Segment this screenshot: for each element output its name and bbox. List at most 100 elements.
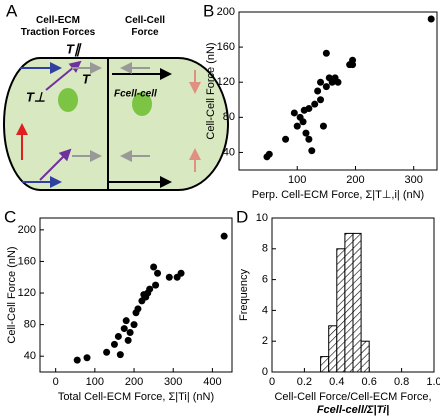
panel-label: C: [4, 207, 16, 226]
panel-a: A Cell-ECM Traction Forces Cell-Cell Force…: [3, 1, 229, 191]
y-tick-label: 200: [18, 224, 36, 236]
point: [114, 332, 122, 340]
label: Fcell-cell: [114, 89, 157, 100]
label: T∥: [66, 41, 82, 57]
y-axis-label: Frequency: [238, 269, 250, 321]
y-tick-label: 0: [262, 366, 268, 378]
bar: [336, 248, 346, 373]
y-tick-label: 10: [256, 212, 268, 224]
point: [302, 129, 310, 137]
point: [150, 263, 158, 271]
point: [293, 122, 301, 130]
x-tick-label: 100: [288, 174, 306, 186]
point: [305, 135, 313, 143]
panel-label: D: [236, 207, 248, 226]
point: [319, 122, 327, 130]
y-tick-label: 2: [262, 335, 268, 347]
bar: [320, 356, 330, 373]
x-axis-label: Total Cell-ECM Force, Σ|Ti| (nN): [58, 391, 214, 403]
y-tick-label: 8: [262, 243, 268, 255]
x-tick-label: 0: [269, 376, 275, 388]
y-tick-label: 80: [223, 111, 235, 123]
x-tick-label: 300: [405, 174, 423, 186]
point: [265, 150, 273, 158]
point: [220, 232, 228, 240]
point: [83, 354, 91, 362]
x-tick-label: 0.4: [329, 376, 344, 388]
label: Cell-ECM: [36, 15, 80, 26]
y-tick-label: 160: [217, 41, 235, 53]
y-tick-label: 6: [262, 274, 268, 286]
y-tick-label: 200: [217, 6, 235, 18]
point: [116, 351, 124, 359]
bar: [328, 325, 338, 373]
label: Cell-Cell Force: [125, 15, 165, 38]
y-tick-label: 40: [24, 350, 36, 362]
y-tick-label: 160: [18, 255, 36, 267]
x-tick-label: 400: [203, 376, 221, 388]
label: T: [82, 71, 91, 86]
point: [124, 336, 132, 344]
arrow: [39, 148, 72, 181]
x-tick-label: 200: [125, 376, 143, 388]
x-axis-label: Perp. Cell-ECM Force, Σ|T⊥,i| (nN): [252, 189, 424, 201]
x-tick-label: 0.6: [362, 376, 377, 388]
x-tick-label: 0: [53, 376, 59, 388]
point: [334, 78, 342, 86]
point: [349, 61, 357, 69]
point: [73, 356, 81, 364]
x-tick-label: 0.2: [297, 376, 312, 388]
arrow: [45, 60, 82, 91]
label: Cell-ECM Traction Forces: [21, 15, 96, 38]
panel-label: B: [203, 1, 214, 20]
point: [120, 325, 128, 333]
y-axis-label: Cell-Cell Force (nN): [6, 246, 18, 343]
y-tick-label: 120: [217, 76, 235, 88]
x-tick-label: 100: [86, 376, 104, 388]
y-tick-label: 120: [18, 287, 36, 299]
point: [103, 348, 111, 356]
bar: [344, 232, 354, 373]
point: [130, 321, 138, 329]
x-tick-label: 0.8: [394, 376, 409, 388]
point: [126, 329, 134, 337]
nucleus: [58, 88, 78, 112]
point: [177, 269, 185, 277]
label: T⊥: [26, 89, 45, 104]
point: [165, 273, 173, 281]
x-axis-label: Fcell-cell/Σ|Ti|: [317, 404, 389, 416]
point: [308, 147, 316, 155]
y-axis-label: Cell-Cell Force (nN): [205, 42, 217, 139]
point: [317, 96, 325, 104]
nucleus: [132, 92, 152, 116]
x-tick-label: 300: [164, 376, 182, 388]
point: [110, 340, 118, 348]
point: [322, 83, 330, 91]
plot-frame: [39, 217, 233, 373]
point: [282, 135, 290, 143]
point: [427, 15, 435, 23]
point: [134, 305, 142, 313]
y-tick-label: 80: [24, 319, 36, 331]
panel-label: A: [6, 1, 18, 20]
point: [314, 87, 322, 95]
point: [305, 105, 313, 113]
bar: [352, 232, 362, 373]
y-tick-label: 40: [223, 146, 235, 158]
label: Cell-Cell: [125, 15, 165, 26]
point: [299, 118, 307, 126]
point: [322, 49, 330, 57]
x-axis-label: Cell-Cell Force/Cell-ECM Force,: [274, 391, 431, 403]
point: [311, 100, 319, 108]
plot-frame: [238, 11, 438, 171]
label: Force: [131, 27, 159, 38]
x-tick-label: 1.0: [426, 376, 440, 388]
x-tick-label: 200: [346, 174, 364, 186]
point: [317, 78, 325, 86]
point: [152, 281, 160, 289]
point: [290, 109, 298, 117]
point: [146, 285, 154, 293]
bar: [360, 340, 370, 373]
point: [122, 317, 130, 325]
